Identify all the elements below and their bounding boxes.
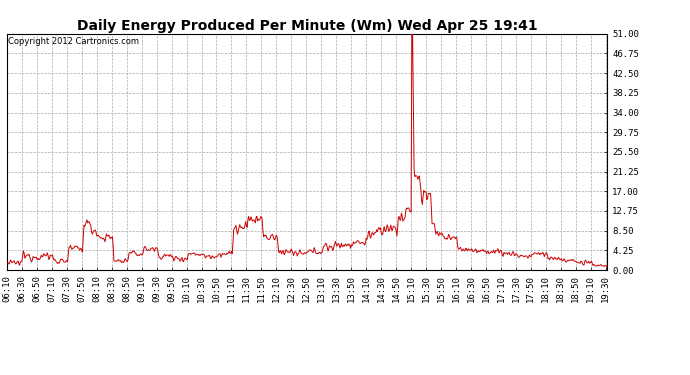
Title: Daily Energy Produced Per Minute (Wm) Wed Apr 25 19:41: Daily Energy Produced Per Minute (Wm) We… [77, 19, 538, 33]
Text: Copyright 2012 Cartronics.com: Copyright 2012 Cartronics.com [8, 37, 139, 46]
